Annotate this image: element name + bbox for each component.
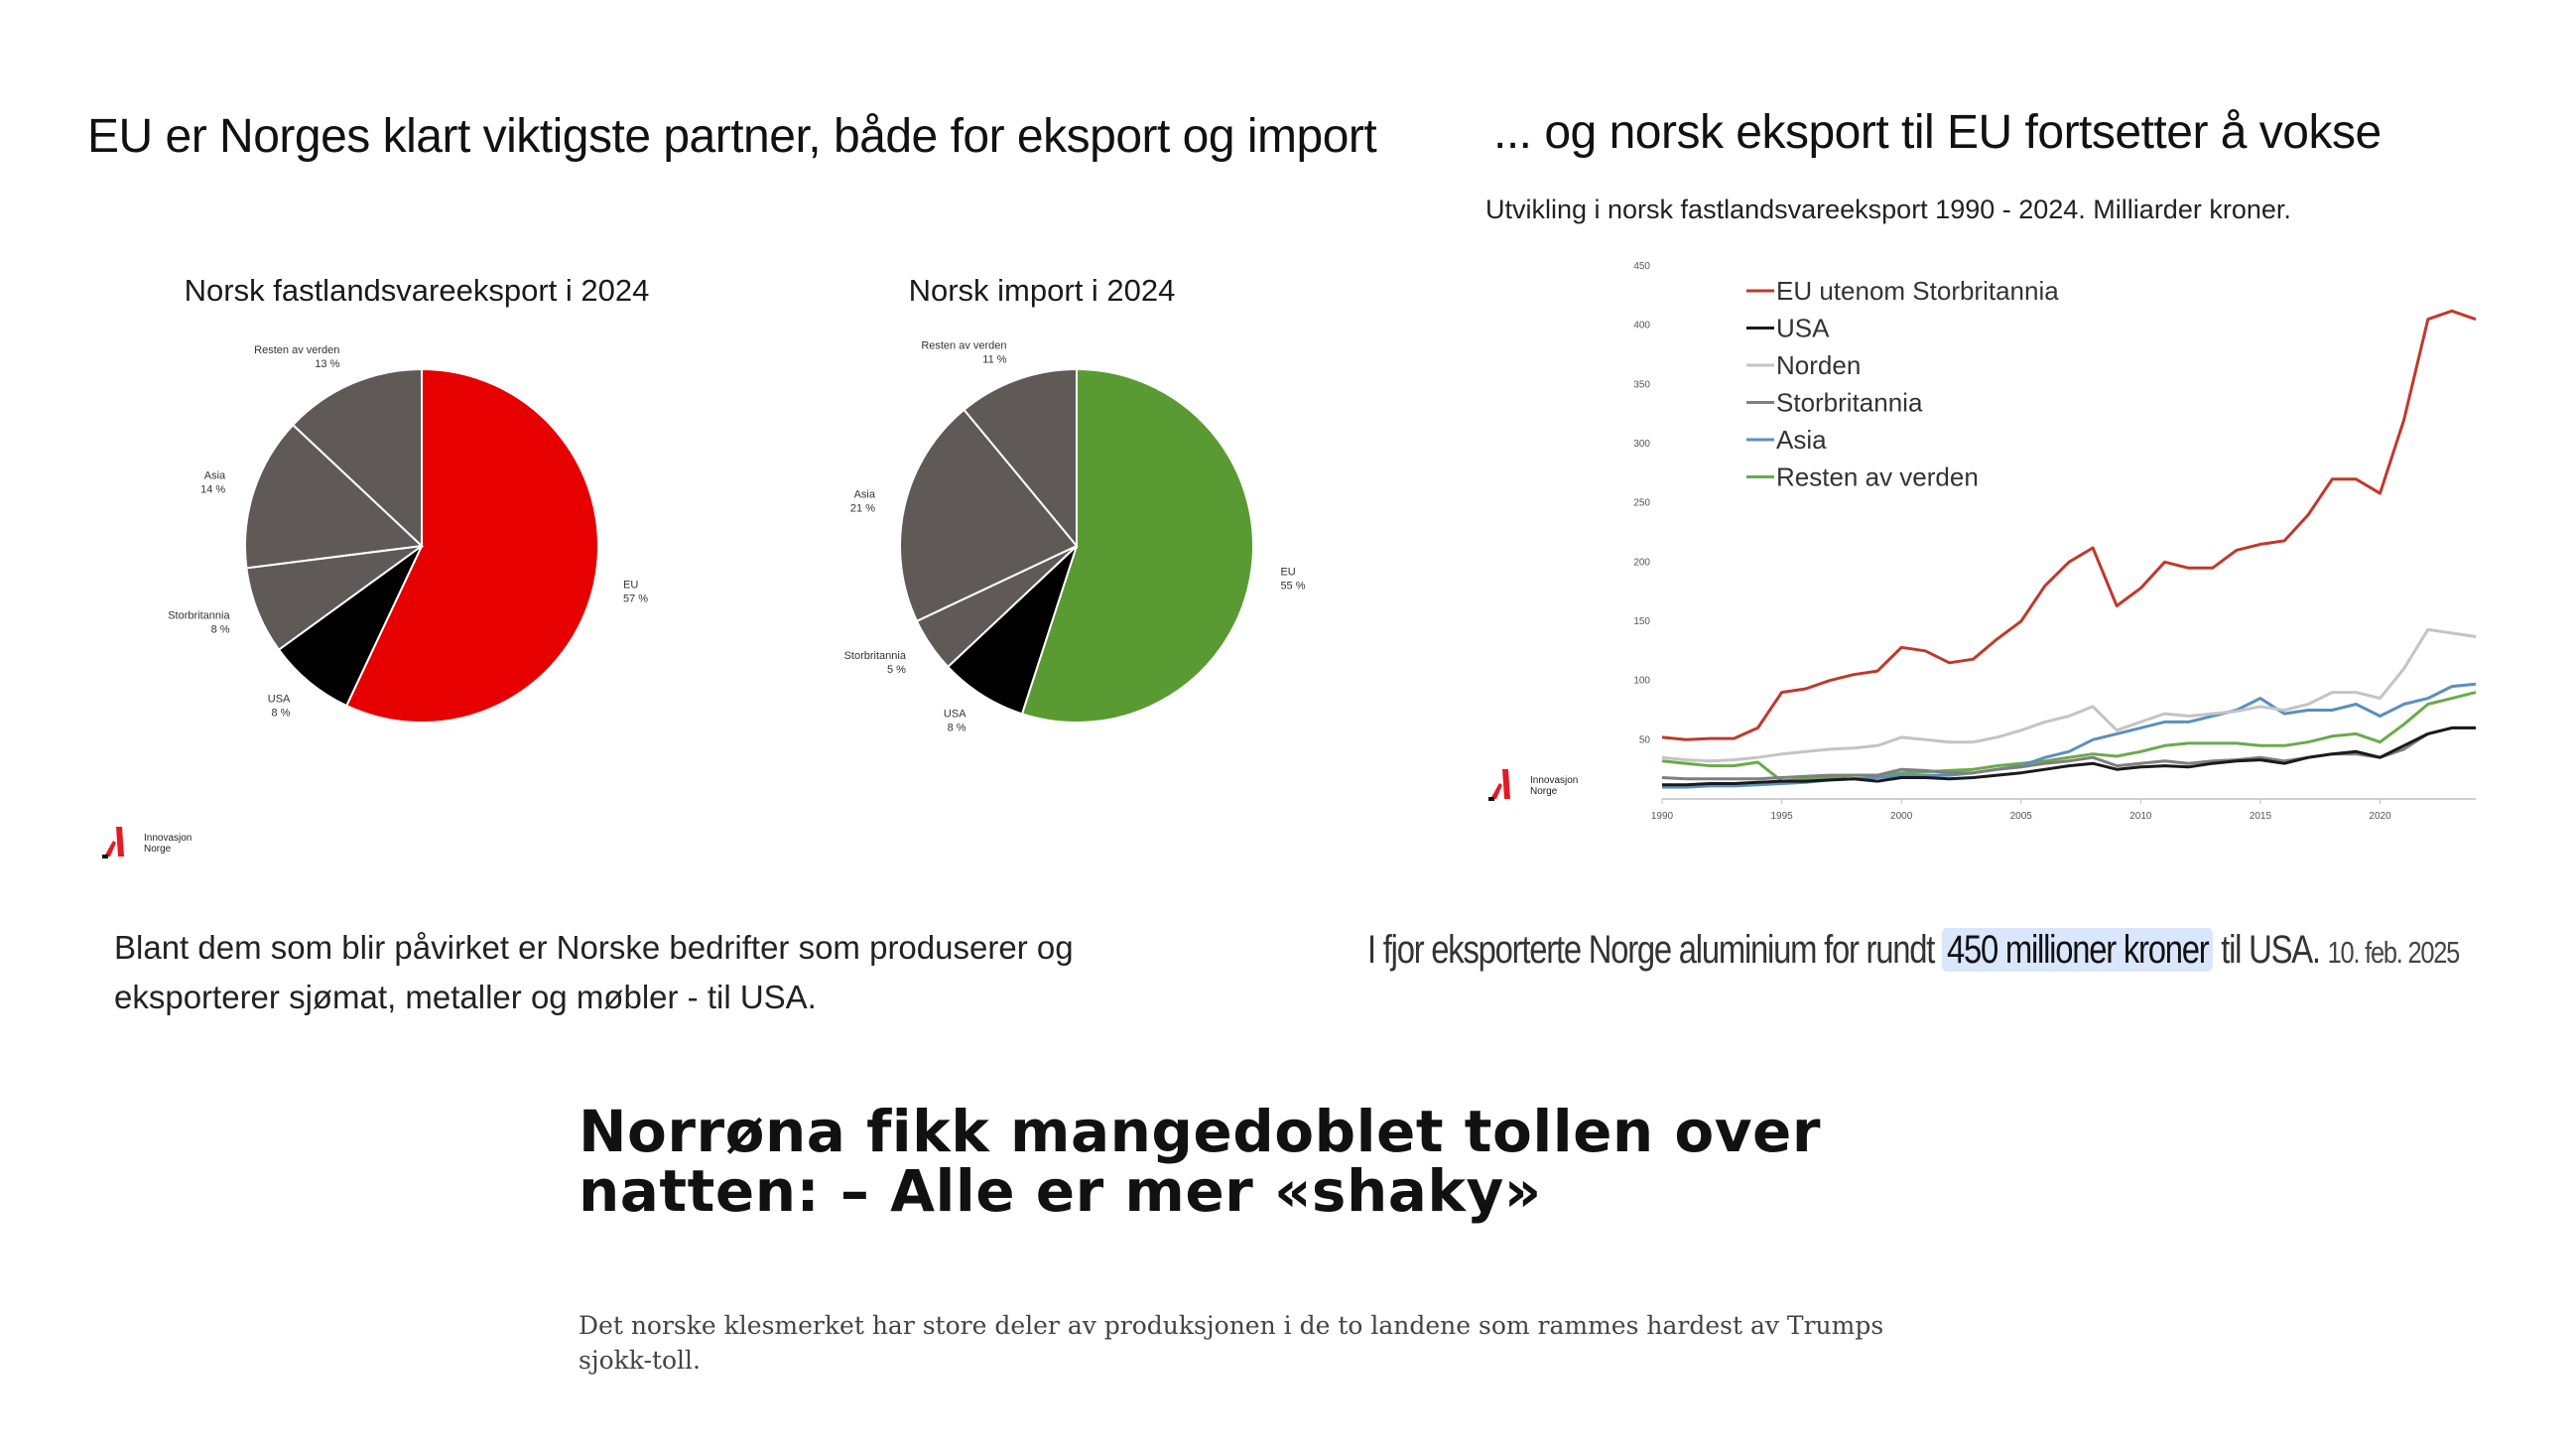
import-pct-eu: 55 % <box>1280 581 1305 593</box>
line-chart: 50 100 150 200 250 300 350 400 450 1990 1995 2000 20… <box>1633 261 2477 822</box>
import-slice-asia <box>899 408 1079 623</box>
series-line-resten-av-verden <box>1661 691 2477 783</box>
x-tick-label: 1990 <box>1651 811 1674 822</box>
y-tick-label: 300 <box>1633 439 1650 450</box>
y-tick-label: 450 <box>1633 261 1650 272</box>
export-pct-usa: 8 % <box>271 707 290 719</box>
logo-innovasjon-norge-right: Innovasjon Norge <box>1488 769 1578 803</box>
import-label-eu: EU <box>1280 567 1295 579</box>
export-label-eu: EU <box>623 579 638 591</box>
y-tick-label: 200 <box>1633 557 1650 568</box>
pie-export-title: Norsk fastlandsvareeksport i 2024 <box>184 273 650 308</box>
import-pct-storbritannia: 5 % <box>887 664 906 676</box>
import-slice-usa <box>946 545 1078 716</box>
innovasjon-norge-logo-icon <box>102 827 124 859</box>
export-slice-storbritannia <box>245 545 423 652</box>
export-label-resten-av-verden: Resten av verden <box>254 344 339 356</box>
export-slice-eu <box>344 367 599 724</box>
quote-after: til USA. <box>2221 928 2321 972</box>
y-tick-label: 150 <box>1633 616 1650 627</box>
import-slice-eu <box>1020 367 1254 724</box>
export-label-storbritannia: Storbritannia <box>168 610 230 622</box>
y-tick-label: 250 <box>1633 498 1650 509</box>
export-pct-storbritannia: 8 % <box>211 624 230 636</box>
x-tick-label: 2000 <box>1890 811 1913 822</box>
left-heading: EU er Norges klart viktigste partner, bå… <box>87 110 1377 163</box>
y-tick-label: 50 <box>1639 734 1651 745</box>
logo-text-line2: Norge <box>144 844 172 855</box>
export-label-asia: Asia <box>204 470 226 482</box>
aluminium-quote: I fjor eksporterte Norge aluminium for r… <box>1367 928 2461 973</box>
x-tick-label: 2015 <box>2250 811 2272 822</box>
export-pct-resten-av-verden: 13 % <box>315 358 339 370</box>
legend-label-resten-av-verden: Resten av verden <box>1776 462 1979 492</box>
export-slice-resten-av-verden <box>291 367 423 549</box>
x-tick-label: 2005 <box>2010 811 2033 822</box>
import-label-resten-av-verden: Resten av verden <box>921 339 1006 351</box>
quote-highlight: 450 millioner kroner <box>1942 928 2214 972</box>
pie-import-chart: EU 55 % USA 8 % Storbritannia 5 % Asia 21 % Rest… <box>844 339 1306 734</box>
series-line-norden <box>1661 627 2477 763</box>
legend-label-storbritannia: Storbritannia <box>1776 388 1923 418</box>
legend-label-norden: Norden <box>1776 350 1861 380</box>
import-slice-resten-av-verden <box>963 367 1078 549</box>
line-chart-subtitle: Utvikling i norsk fastlandsvareeksport 1… <box>1485 195 2291 224</box>
export-label-usa: USA <box>268 693 291 705</box>
import-pct-asia: 21 % <box>850 503 875 515</box>
legend-label-usa: USA <box>1776 314 1830 343</box>
x-tick-label: 1995 <box>1770 811 1793 822</box>
import-label-asia: Asia <box>854 489 876 501</box>
innovasjon-norge-logo-icon <box>1488 769 1510 801</box>
y-tick-label: 100 <box>1633 676 1650 687</box>
series-line-eu-utenom-storbritannia <box>1661 309 2477 741</box>
body-text: Blant dem som blir påvirket er Norske be… <box>114 929 1074 1015</box>
import-label-usa: USA <box>944 709 966 721</box>
export-pct-asia: 14 % <box>200 484 225 496</box>
logo-text-line2: Norge <box>1530 786 1558 797</box>
export-pct-eu: 57 % <box>623 593 648 604</box>
x-tick-label: 2020 <box>2369 811 2391 822</box>
y-tick-label: 350 <box>1633 379 1650 390</box>
legend-label-eu-utenom-storbritannia: EU utenom Storbritannia <box>1776 276 2059 306</box>
export-slice-usa <box>277 545 423 708</box>
logo-text-line1: Innovasjon <box>1530 775 1579 786</box>
quote-date: 10. feb. 2025 <box>2327 935 2461 970</box>
import-pct-usa: 8 % <box>948 723 966 734</box>
legend-label-asia: Asia <box>1776 425 1827 455</box>
export-slice-asia <box>244 423 425 570</box>
series-line-asia <box>1662 682 2477 789</box>
right-heading: ... og norsk eksport til EU fortsetter å… <box>1493 106 2382 159</box>
article-lede: Det norske klesmerket har store deler av… <box>579 1311 1884 1375</box>
x-tick-label: 2010 <box>2129 811 2152 822</box>
import-label-storbritannia: Storbritannia <box>844 650 907 662</box>
pie-import-title: Norsk import i 2024 <box>908 273 1176 308</box>
series-line-usa <box>1662 726 2476 787</box>
logo-text-line1: Innovasjon <box>144 833 193 844</box>
y-tick-label: 400 <box>1633 321 1650 331</box>
logo-innovasjon-norge-left: Innovasjon Norge <box>102 827 192 860</box>
quote-before: I fjor eksporterte Norge aluminium for r… <box>1367 928 1935 972</box>
article-headline[interactable]: Norrøna fikk mangedoblet tollen over nat… <box>579 1098 1822 1225</box>
pie-export-chart: EU 57 % USA 8 % Storbritannia 8 % Asia 14 % Rest… <box>168 344 648 724</box>
import-pct-resten-av-verden: 11 % <box>982 353 1006 365</box>
